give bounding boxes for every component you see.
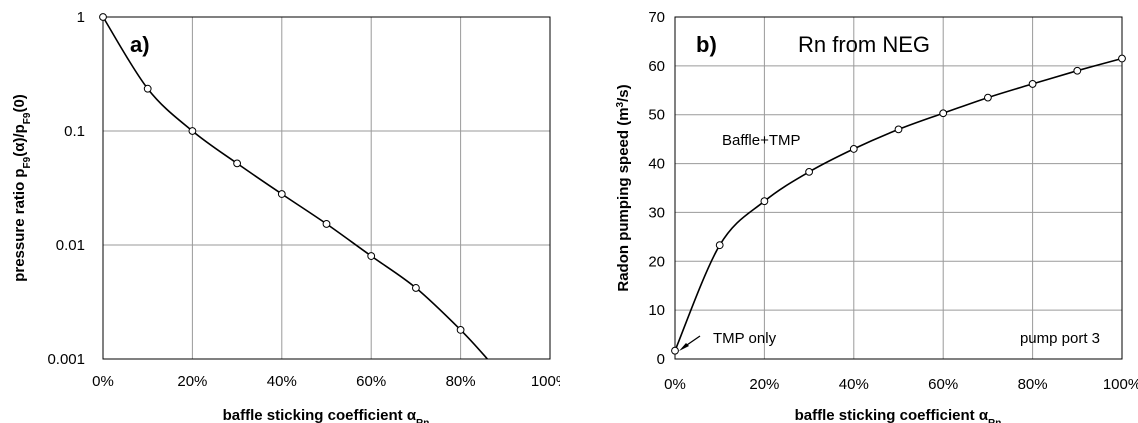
chart-a-grid: [103, 17, 550, 359]
data-point: [367, 252, 376, 260]
chart-a-panel-label: a): [130, 32, 150, 57]
chart-a-data-points: [99, 13, 465, 334]
y-tick-label: 1: [77, 9, 85, 26]
chart-a: 1 0.1 0.01 0.001 0% 20% 40% 60% 80% 100% a) baff…: [11, 9, 560, 423]
y-tick-label: 30: [648, 204, 665, 221]
y-tick-label: 0: [657, 351, 665, 368]
y-tick-label: 40: [648, 156, 665, 173]
y-tick-label: 50: [648, 107, 665, 124]
chart-b-x-ticks: 0% 20% 40% 60% 80% 100%: [664, 376, 1138, 393]
chart-b-series-line: [674, 57, 1123, 352]
data-point: [1028, 80, 1037, 88]
data-point: [322, 220, 331, 228]
data-point: [805, 167, 814, 176]
chart-b-grid: [675, 17, 1122, 359]
annotation-tmp-only: TMP only: [713, 330, 777, 347]
data-point: [1118, 54, 1126, 63]
data-point: [894, 125, 903, 134]
x-tick-label: 20%: [749, 376, 779, 393]
chart-a-y-ticks: 1 0.1 0.01 0.001: [47, 9, 85, 368]
chart-a-plot-area: [102, 16, 551, 360]
data-point: [188, 127, 197, 135]
x-tick-label: 0%: [92, 373, 114, 390]
chart-b-data-points: [671, 54, 1126, 355]
data-point: [984, 93, 992, 102]
data-point: [233, 159, 242, 168]
chart-b-panel-label: b): [696, 32, 717, 57]
chart-a-x-ticks: 0% 20% 40% 60% 80% 100%: [92, 373, 560, 390]
chart-b-title: Rn from NEG: [798, 32, 930, 57]
x-tick-label: 80%: [446, 373, 476, 390]
chart-b-x-axis-label: baffle sticking coefficient αRn: [795, 407, 1002, 423]
x-tick-label: 40%: [839, 376, 869, 393]
y-tick-label: 0.001: [47, 351, 85, 368]
data-point: [99, 13, 107, 21]
annotation-baffle-tmp: Baffle+TMP: [722, 132, 801, 149]
y-tick-label: 0.1: [64, 123, 85, 140]
data-point: [849, 145, 858, 153]
x-tick-label: 100%: [531, 373, 560, 390]
y-tick-label: 0.01: [56, 237, 85, 254]
x-tick-label: 20%: [177, 373, 207, 390]
annotation-pump-port-3: pump port 3: [1020, 330, 1100, 347]
x-tick-label: 80%: [1018, 376, 1048, 393]
chart-b: 0 10 20 30 40 50 60 70 0% 20% 40% 60% 80% 100% b) Rn…: [615, 9, 1138, 423]
data-point: [412, 284, 420, 292]
tmp-only-arrow: [679, 335, 701, 351]
x-tick-label: 0%: [664, 376, 686, 393]
y-tick-label: 10: [648, 302, 665, 319]
data-point: [277, 190, 286, 198]
y-tick-label: 20: [648, 253, 665, 270]
x-tick-label: 100%: [1103, 376, 1138, 393]
data-point: [456, 325, 465, 334]
y-tick-label: 70: [648, 9, 665, 26]
data-point: [760, 197, 769, 206]
y-tick-label: 60: [648, 58, 665, 75]
data-point: [143, 84, 152, 93]
chart-b-plot-area: [674, 16, 1123, 360]
x-tick-label: 60%: [356, 373, 386, 390]
data-point: [715, 241, 724, 250]
data-point: [939, 109, 948, 118]
x-tick-label: 40%: [267, 373, 297, 390]
data-point: [1073, 66, 1082, 75]
chart-a-x-axis-label: baffle sticking coefficient αRn: [223, 407, 430, 423]
data-point: [671, 346, 679, 355]
chart-a-y-axis-label: pressure ratio pF9(α)/pF9(0): [11, 94, 33, 282]
x-tick-label: 60%: [928, 376, 958, 393]
chart-b-y-ticks: 0 10 20 30 40 50 60 70: [648, 9, 665, 368]
chart-a-series-line: [102, 16, 488, 360]
chart-b-y-axis-label: Radon pumping speed (m3/s): [615, 84, 633, 291]
